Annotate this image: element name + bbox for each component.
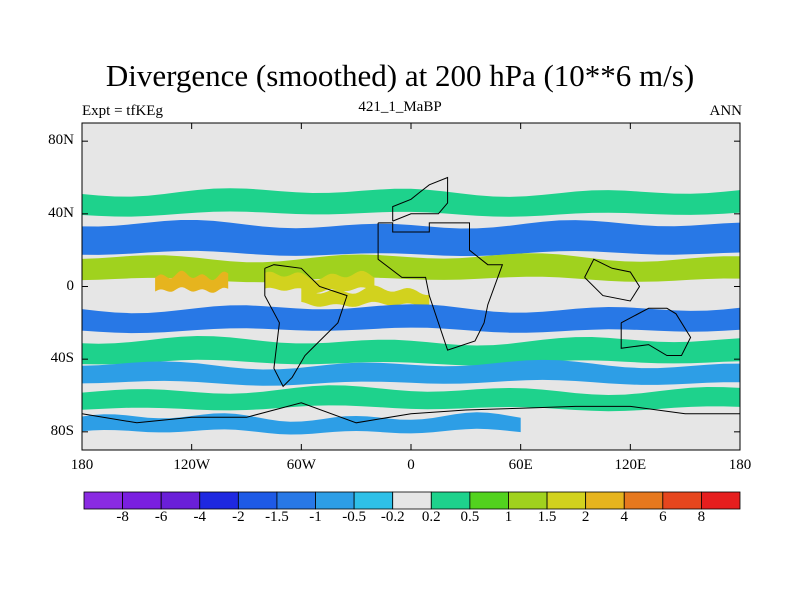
colorbar-label: 1 <box>504 509 513 525</box>
colorbar-swatch <box>662 491 702 510</box>
field-band <box>82 336 740 366</box>
x-tick-label: 0 <box>407 457 415 473</box>
colorbar-swatch <box>392 491 432 510</box>
colorbar-swatch <box>546 491 587 510</box>
colorbar-label: -4 <box>193 509 207 525</box>
field-band <box>82 220 740 256</box>
field-band <box>82 359 740 386</box>
field-band <box>82 253 740 283</box>
coastline <box>584 258 641 302</box>
field-band <box>82 385 740 412</box>
axis-ticks <box>81 123 741 450</box>
colorbar-label: 2 <box>581 509 590 525</box>
colorbar-label: -1 <box>309 509 322 525</box>
colorbar-swatch <box>353 491 394 510</box>
colorbar-label: 4 <box>620 509 628 525</box>
coastline <box>377 222 504 351</box>
colorbar-swatch <box>276 491 316 510</box>
colorbar-swatch <box>469 491 509 510</box>
colorbar-swatch <box>160 491 201 510</box>
y-tick-label: 40S <box>50 350 74 367</box>
land-outlines <box>82 176 740 424</box>
field-band <box>82 412 521 435</box>
case-label: 421_1_MaBP <box>358 99 442 115</box>
field-band <box>82 188 740 217</box>
colorbar-label: 0.5 <box>460 509 480 525</box>
colorbar-swatch <box>315 491 355 510</box>
colorbar-label: -0.5 <box>342 509 366 525</box>
colorbar-swatch <box>83 491 123 510</box>
colorbar-label: 0.2 <box>421 509 441 525</box>
experiment-label: Expt = tfKEg <box>82 103 163 119</box>
y-tick-label: 40N <box>48 204 74 221</box>
y-tick-label: 0 <box>66 277 75 294</box>
coastline <box>620 307 692 356</box>
x-tick-label: 120W <box>173 457 210 473</box>
field-band <box>82 304 740 334</box>
x-tick-label: 120E <box>614 457 647 473</box>
x-tick-label: 60E <box>508 457 533 473</box>
colorbar-swatch <box>237 491 278 510</box>
y-tick-label: 80N <box>48 132 74 149</box>
field-band <box>155 270 229 293</box>
x-tick-label: 180 <box>70 457 94 473</box>
colorbar-swatch <box>430 491 471 510</box>
x-tick-label: 180 <box>728 457 752 473</box>
colorbar-label: -2 <box>232 509 245 525</box>
colorbar-label: 8 <box>697 509 706 525</box>
colorbar-label: -8 <box>116 509 129 525</box>
x-tick-label: 60W <box>286 457 316 473</box>
y-tick-label: 80S <box>50 422 74 439</box>
coastline <box>392 176 449 222</box>
field-band <box>264 270 375 293</box>
colorbar-swatch <box>585 491 625 510</box>
season-label: ANN <box>709 103 743 119</box>
colorbar-swatch <box>508 491 548 510</box>
coastline <box>82 402 740 424</box>
divergence-field <box>82 123 740 450</box>
colorbar-swatch <box>701 491 741 510</box>
colorbar-label: 1.5 <box>537 509 557 525</box>
colorbar <box>83 491 741 510</box>
colorbar-swatch <box>623 491 664 510</box>
colorbar-label: 6 <box>659 509 667 525</box>
coastline <box>264 264 348 388</box>
chart-title: Divergence (smoothed) at 200 hPa (10**6 … <box>105 58 695 93</box>
colorbar-label: -1.5 <box>265 509 289 525</box>
colorbar-swatch <box>122 491 162 510</box>
colorbar-label: -6 <box>154 509 168 525</box>
colorbar-label: -0.2 <box>380 509 405 525</box>
colorbar-swatch <box>199 491 239 510</box>
